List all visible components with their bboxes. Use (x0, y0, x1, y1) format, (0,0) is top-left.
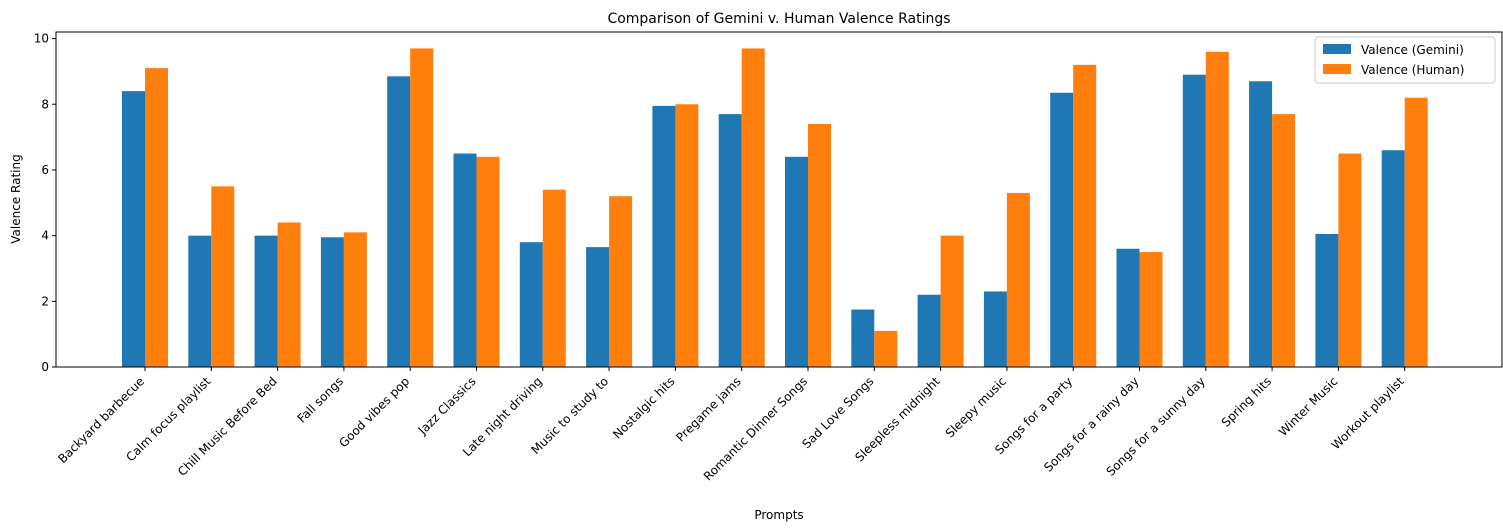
x-axis-label: Prompts (754, 508, 803, 522)
chart-title: Comparison of Gemini v. Human Valence Ra… (607, 11, 950, 27)
bar-human-3 (343, 232, 367, 367)
bar-human-8 (675, 104, 699, 367)
bar-gemini-7 (586, 247, 610, 367)
x-tick-label-5: Jazz Classics (415, 374, 479, 438)
bar-gemini-1 (188, 235, 212, 367)
bar-gemini-5 (453, 153, 477, 367)
bar-human-4 (410, 48, 434, 367)
bar-gemini-4 (387, 76, 411, 368)
y-tick-label-5: 10 (34, 32, 49, 46)
bar-gemini-13 (983, 291, 1007, 367)
bar-human-5 (476, 156, 500, 367)
bar-gemini-8 (652, 105, 676, 367)
bars-group (122, 48, 1428, 368)
bar-gemini-11 (851, 309, 875, 367)
bar-gemini-19 (1381, 150, 1405, 367)
legend-box (1314, 36, 1496, 84)
legend-swatch-0 (1323, 44, 1351, 54)
legend-swatch-1 (1323, 64, 1351, 74)
legend-label-1: Valence (Human) (1361, 63, 1464, 77)
bar-human-11 (874, 330, 898, 367)
y-tick-label-0: 0 (41, 360, 49, 374)
bar-gemini-2 (254, 235, 278, 367)
bar-human-17 (1272, 114, 1296, 367)
x-tick-label-3: Fall songs (295, 374, 346, 425)
bar-human-12 (940, 235, 964, 367)
plot-frame (55, 31, 1503, 368)
x-tick-label-19: Workout playlist (1329, 374, 1407, 452)
bar-gemini-12 (917, 294, 941, 367)
bar-gemini-16 (1182, 74, 1206, 367)
bar-human-15 (1139, 252, 1163, 367)
x-tick-label-18: Winter Music (1276, 374, 1341, 439)
x-tick-label-11: Sad Love Songs (799, 374, 876, 451)
bar-gemini-10 (785, 156, 808, 367)
bar-human-6 (542, 189, 566, 367)
bar-human-1 (211, 186, 235, 367)
bar-gemini-9 (718, 114, 742, 367)
bar-human-9 (741, 48, 765, 367)
y-axis: 0 2 4 6 8 10 (34, 32, 56, 374)
bar-gemini-0 (122, 91, 145, 367)
x-tick-label-13: Sleepy music (943, 374, 1009, 440)
x-tick-label-4: Good vibes pop (336, 374, 412, 450)
bar-gemini-17 (1249, 81, 1273, 367)
bar-human-2 (277, 222, 301, 367)
y-tick-label-4: 8 (41, 97, 49, 111)
bar-human-10 (808, 123, 831, 367)
bar-human-7 (609, 196, 633, 367)
bar-gemini-15 (1116, 248, 1140, 367)
bar-gemini-3 (320, 237, 344, 367)
bar-gemini-14 (1050, 92, 1074, 368)
bar-human-0 (145, 68, 168, 368)
legend: Valence (Gemini) Valence (Human) (1314, 36, 1496, 84)
legend-label-0: Valence (Gemini) (1361, 43, 1464, 57)
x-tick-label-8: Nostalgic hits (610, 374, 677, 441)
bar-gemini-6 (519, 242, 543, 367)
bar-human-13 (1006, 192, 1030, 367)
bar-human-14 (1073, 64, 1097, 367)
bar-human-19 (1404, 97, 1428, 367)
y-tick-label-1: 2 (41, 294, 49, 308)
bar-gemini-18 (1315, 233, 1339, 367)
bar-human-18 (1338, 153, 1362, 367)
bar-human-16 (1205, 51, 1229, 368)
x-tick-label-9: Pregame jams (673, 374, 743, 444)
y-axis-label: Valence Rating (9, 154, 23, 243)
x-tick-label-17: Spring hits (1219, 374, 1274, 429)
y-tick-label-2: 4 (41, 229, 49, 243)
y-tick-label-3: 6 (41, 163, 49, 177)
